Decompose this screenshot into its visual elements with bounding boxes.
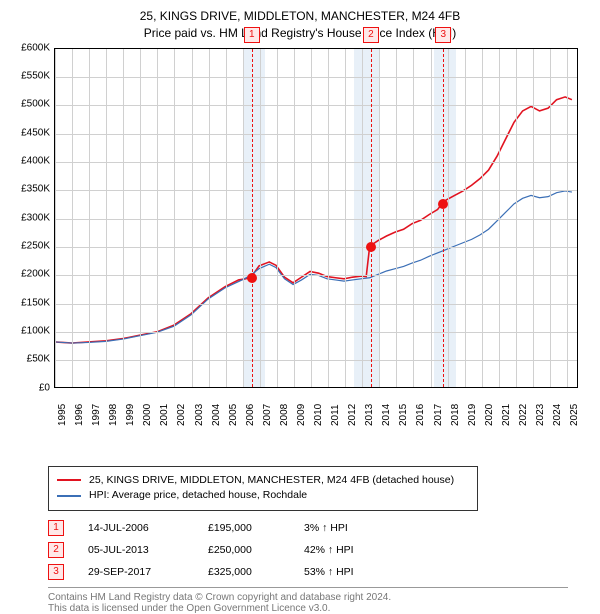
x-gridline bbox=[533, 49, 534, 387]
x-gridline bbox=[550, 49, 551, 387]
x-gridline bbox=[140, 49, 141, 387]
flag-badge: 3 bbox=[435, 27, 451, 43]
sale-row: 1 14-JUL-2006 £195,000 3% ↑ HPI bbox=[48, 517, 588, 539]
legend-row: HPI: Average price, detached house, Roch… bbox=[57, 488, 469, 504]
y-tick-label: £50K bbox=[12, 354, 50, 365]
x-gridline bbox=[192, 49, 193, 387]
sale-pct: 42% ↑ HPI bbox=[304, 544, 384, 556]
x-gridline bbox=[431, 49, 432, 387]
legend-label: HPI: Average price, detached house, Roch… bbox=[89, 488, 307, 504]
x-gridline bbox=[106, 49, 107, 387]
flag-badge: 1 bbox=[244, 27, 260, 43]
x-gridline bbox=[55, 49, 56, 387]
sale-row: 2 05-JUL-2013 £250,000 42% ↑ HPI bbox=[48, 539, 588, 561]
x-gridline bbox=[328, 49, 329, 387]
chart-container: { "title_line1": "25, KINGS DRIVE, MIDDL… bbox=[0, 0, 600, 590]
flag-line bbox=[371, 49, 372, 387]
title-line1: 25, KINGS DRIVE, MIDDLETON, MANCHESTER, … bbox=[12, 8, 588, 25]
sale-marker bbox=[247, 273, 257, 283]
x-gridline bbox=[72, 49, 73, 387]
x-gridline bbox=[362, 49, 363, 387]
x-gridline bbox=[345, 49, 346, 387]
legend-swatch bbox=[57, 495, 81, 497]
sale-price: £250,000 bbox=[208, 544, 280, 556]
y-tick-label: £300K bbox=[12, 212, 50, 223]
series-property bbox=[442, 97, 572, 204]
sale-row: 3 29-SEP-2017 £325,000 53% ↑ HPI bbox=[48, 561, 588, 583]
x-gridline bbox=[89, 49, 90, 387]
legend-swatch bbox=[57, 479, 81, 481]
x-gridline bbox=[379, 49, 380, 387]
legend-row: 25, KINGS DRIVE, MIDDLETON, MANCHESTER, … bbox=[57, 473, 469, 489]
sale-pct: 53% ↑ HPI bbox=[304, 566, 384, 578]
sale-badge: 3 bbox=[48, 564, 64, 580]
series-hpi bbox=[55, 191, 572, 343]
sale-marker bbox=[438, 199, 448, 209]
x-gridline bbox=[226, 49, 227, 387]
sale-badge: 1 bbox=[48, 520, 64, 536]
x-gridline bbox=[174, 49, 175, 387]
footer-line1: Contains HM Land Registry data © Crown c… bbox=[48, 592, 568, 603]
x-gridline bbox=[448, 49, 449, 387]
footer-note: Contains HM Land Registry data © Crown c… bbox=[48, 587, 568, 614]
sale-marker bbox=[366, 242, 376, 252]
flag-line bbox=[443, 49, 444, 387]
x-gridline bbox=[209, 49, 210, 387]
y-tick-label: £600K bbox=[12, 42, 50, 53]
flag-line bbox=[252, 49, 253, 387]
y-tick-label: £250K bbox=[12, 240, 50, 251]
x-gridline bbox=[294, 49, 295, 387]
y-tick-label: £350K bbox=[12, 184, 50, 195]
x-tick-label: 2025 bbox=[569, 403, 600, 425]
legend-box: 25, KINGS DRIVE, MIDDLETON, MANCHESTER, … bbox=[48, 466, 478, 512]
sale-date: 29-SEP-2017 bbox=[88, 566, 184, 578]
x-gridline bbox=[499, 49, 500, 387]
sale-badge: 2 bbox=[48, 542, 64, 558]
x-gridline bbox=[157, 49, 158, 387]
x-gridline bbox=[482, 49, 483, 387]
y-tick-label: £550K bbox=[12, 70, 50, 81]
plot-region: 123 bbox=[54, 48, 578, 388]
x-gridline bbox=[277, 49, 278, 387]
y-tick-label: £100K bbox=[12, 325, 50, 336]
y-tick-label: £150K bbox=[12, 297, 50, 308]
footer-line2: This data is licensed under the Open Gov… bbox=[48, 603, 568, 614]
x-gridline bbox=[413, 49, 414, 387]
sale-date: 05-JUL-2013 bbox=[88, 544, 184, 556]
sales-table: 1 14-JUL-2006 £195,000 3% ↑ HPI 2 05-JUL-2013… bbox=[48, 517, 588, 583]
chart-title: 25, KINGS DRIVE, MIDDLETON, MANCHESTER, … bbox=[12, 8, 588, 42]
x-gridline bbox=[311, 49, 312, 387]
y-tick-label: £400K bbox=[12, 155, 50, 166]
x-gridline bbox=[123, 49, 124, 387]
title-line2: Price paid vs. HM Land Registry's House … bbox=[12, 25, 588, 42]
y-tick-label: £450K bbox=[12, 127, 50, 138]
y-tick-label: £200K bbox=[12, 269, 50, 280]
sale-pct: 3% ↑ HPI bbox=[304, 522, 384, 534]
sale-price: £195,000 bbox=[208, 522, 280, 534]
flag-badge: 2 bbox=[363, 27, 379, 43]
sale-price: £325,000 bbox=[208, 566, 280, 578]
x-gridline bbox=[396, 49, 397, 387]
sale-date: 14-JUL-2006 bbox=[88, 522, 184, 534]
x-gridline bbox=[567, 49, 568, 387]
x-gridline bbox=[465, 49, 466, 387]
x-gridline bbox=[260, 49, 261, 387]
legend-label: 25, KINGS DRIVE, MIDDLETON, MANCHESTER, … bbox=[89, 473, 454, 489]
y-tick-label: £0 bbox=[12, 382, 50, 393]
y-tick-label: £500K bbox=[12, 99, 50, 110]
chart-area: £0 £50K £100K £150K £200K £250K £300K £350K £400… bbox=[12, 48, 588, 426]
x-gridline bbox=[243, 49, 244, 387]
x-gridline bbox=[516, 49, 517, 387]
